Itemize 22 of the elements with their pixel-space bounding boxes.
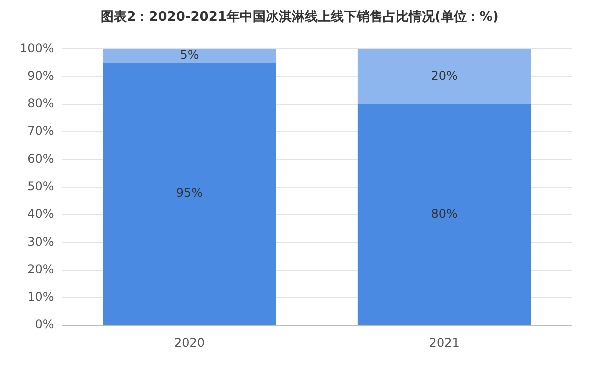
data-label: 20%: [431, 68, 458, 83]
data-label: 95%: [176, 186, 204, 200]
y-tick-label: 100%: [20, 41, 54, 56]
y-tick-label: 80%: [28, 96, 54, 111]
data-label: 5%: [180, 48, 200, 62]
y-tick-label: 90%: [28, 68, 54, 83]
x-tick-label: 2020: [174, 336, 206, 350]
bar: [103, 63, 276, 326]
chart-title: 图表2：2020-2021年中国冰淇淋线上线下销售占比情况(单位：%): [100, 9, 500, 26]
bar: [103, 49, 276, 64]
y-tick-label: 70%: [28, 124, 54, 138]
y-tick-label: 60%: [28, 152, 54, 166]
y-tick-label: 40%: [28, 207, 54, 222]
y-tick-label: 0%: [35, 318, 54, 332]
y-tick-label: 30%: [28, 234, 54, 249]
data-label: 80%: [431, 206, 458, 221]
bar: [358, 49, 532, 104]
bar: [358, 104, 532, 326]
y-tick-label: 10%: [28, 290, 54, 304]
y-tick-label: 50%: [28, 180, 54, 194]
x-tick-label: 2021: [429, 336, 460, 350]
y-tick-label: 20%: [28, 262, 54, 276]
